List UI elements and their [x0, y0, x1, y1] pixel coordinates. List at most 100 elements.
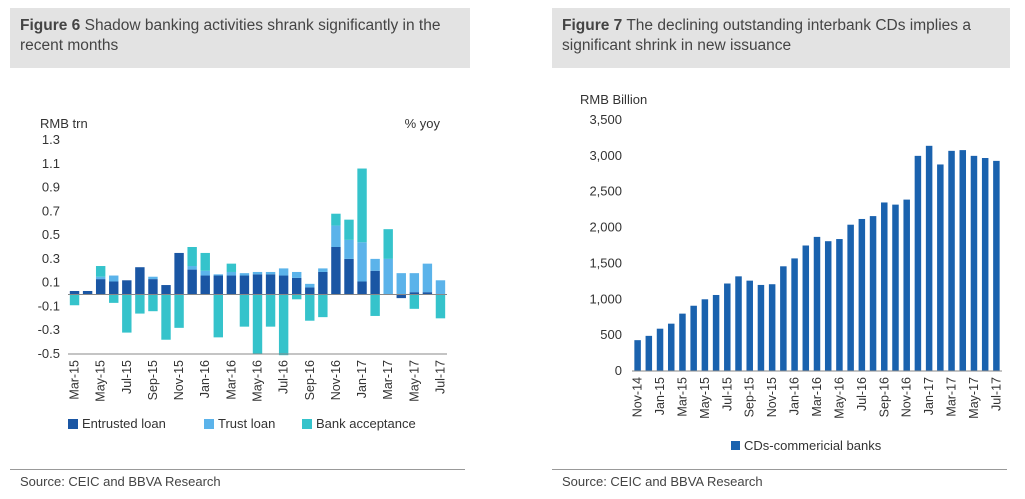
- fig6-bar-entrusted-loan: [331, 247, 341, 295]
- fig7-bar: [690, 305, 697, 371]
- fig6-bar-trust-loan: [95, 276, 106, 280]
- fig7-bar: [802, 245, 810, 371]
- fig6-xtick-label: Sep-15: [146, 360, 160, 400]
- fig7-bar: [656, 328, 664, 371]
- fig6-bar-entrusted-loan: [69, 290, 80, 295]
- fig6-bar-trust-loan: [344, 239, 354, 259]
- fig6-ytick-label: 0.3: [42, 251, 60, 266]
- fig7-ytick-label: 1,500: [589, 255, 622, 270]
- fig6-title-number: Figure 6: [20, 17, 81, 34]
- fig6-bar-bank-acceptance: [357, 168, 367, 243]
- fig6-xtick-label: Nov-15: [172, 360, 186, 400]
- fig7-xtick-label: Mar-17: [945, 377, 959, 417]
- fig7-xtick-label: Mar-15: [675, 377, 689, 417]
- fig6-bar-entrusted-loan: [95, 279, 106, 295]
- fig7-title-text: The declining outstanding interbank CDs …: [562, 17, 971, 54]
- fig6-xtick-label: Jan-17: [355, 360, 369, 398]
- fig6-bar-bank-acceptance: [213, 294, 223, 338]
- fig6-ytick-label: 0.7: [42, 203, 60, 218]
- fig6-bar-trust-loan: [200, 270, 210, 276]
- chart-interbank-cds: RMB Billion 3,500 3,000 2,500 2,000 1,500 1,00…: [580, 92, 1003, 453]
- fig7-bar: [667, 323, 675, 371]
- fig6-bar-bank-acceptance: [252, 294, 263, 354]
- fig7-bar: [925, 145, 933, 371]
- chart-shadow-banking: RMB trn % yoy 1.3 1.1 0.9 0.7 0.5 0.3 0.1 -0.1 -0.…: [38, 116, 448, 431]
- fig7-source: Source: CEIC and BBVA Research: [562, 474, 763, 489]
- fig7-bar: [892, 204, 899, 371]
- fig6-ytick-label: -0.1: [38, 298, 60, 313]
- fig6-bar-bank-acceptance: [265, 294, 276, 327]
- fig6-bar-trust-loan: [422, 263, 433, 293]
- fig6-bar-bank-acceptance: [435, 294, 446, 319]
- fig6-xtick-label: Jul-15: [120, 360, 134, 394]
- fig7-bar: [757, 284, 765, 371]
- fig6-bar-bank-acceptance: [331, 213, 341, 226]
- fig6-source: Source: CEIC and BBVA Research: [20, 474, 221, 489]
- fig6-legend-swatch-entrusted-loan: [68, 419, 78, 429]
- fig6-xtick-label: Mar-17: [381, 360, 395, 400]
- fig7-bar: [712, 294, 720, 371]
- fig7-xtick-label: May-16: [832, 377, 846, 419]
- fig7-xtick-label: Nov-14: [631, 377, 645, 417]
- fig6-bar-trust-loan: [435, 280, 446, 295]
- fig6-ytick-label: -0.5: [38, 346, 60, 361]
- fig7-bar: [881, 202, 888, 371]
- fig7-bar: [937, 164, 944, 371]
- fig7-legend-label: CDs-commericial banks: [744, 438, 882, 453]
- fig6-title: Figure 6 Shadow banking activities shran…: [10, 8, 470, 68]
- fig7-xtick-label: Jul-16: [855, 377, 869, 411]
- fig6-bar-entrusted-loan: [252, 274, 263, 295]
- fig6-bar-trust-loan: [213, 274, 223, 276]
- fig6-bar-bank-acceptance: [318, 294, 328, 318]
- fig6-xtick-label: May-16: [251, 360, 265, 402]
- fig7-xtick-label: May-15: [698, 377, 712, 419]
- fig7-bar: [679, 313, 686, 371]
- fig7-xtick-label: Nov-16: [900, 377, 914, 417]
- fig7-xtick-label: Jul-15: [720, 377, 734, 411]
- fig7-ylabel: RMB Billion: [580, 92, 647, 107]
- fig7-bar: [948, 150, 955, 371]
- fig6-bar-entrusted-loan: [213, 275, 223, 295]
- fig7-xtick-label: Jan-15: [653, 377, 667, 415]
- fig6-bar-entrusted-loan: [265, 274, 276, 295]
- fig6-bar-bank-acceptance: [148, 294, 158, 312]
- fig6-bar-entrusted-loan: [174, 252, 184, 295]
- fig6-bar-entrusted-loan: [200, 275, 210, 295]
- fig6-bar-entrusted-loan: [409, 292, 420, 295]
- fig7-xtick-label: Nov-15: [765, 377, 779, 417]
- fig6-bar-bank-acceptance: [305, 294, 315, 321]
- fig7-bar: [724, 283, 731, 371]
- fig6-ytick-label: -0.3: [38, 322, 60, 337]
- fig6-bar-bank-acceptance: [226, 263, 237, 272]
- fig6-xtick-label: Jan-16: [198, 360, 212, 398]
- fig6-bar-trust-loan: [265, 271, 276, 275]
- fig7-bar: [993, 160, 1000, 371]
- fig6-xtick-label: May-17: [407, 360, 421, 402]
- fig6-legend-label: Bank acceptance: [316, 416, 416, 431]
- fig6-xtick-label: Nov-16: [329, 360, 343, 400]
- fig6-bar-entrusted-loan: [396, 294, 406, 299]
- fig6-ytick-label: 0.1: [42, 275, 60, 290]
- fig6-bar-entrusted-loan: [161, 285, 171, 295]
- fig7-xtick-label: Jan-16: [788, 377, 802, 415]
- fig6-ytick-label: 0.5: [42, 227, 60, 242]
- fig7-bar: [970, 155, 978, 371]
- fig6-legend-label: Trust loan: [218, 416, 275, 431]
- fig6-bar-entrusted-loan: [148, 279, 158, 295]
- fig6-ylabel-right: % yoy: [405, 116, 441, 131]
- fig6-bar-bank-acceptance: [174, 294, 184, 328]
- fig7-bar: [634, 340, 641, 371]
- fig6-ylabel: RMB trn: [40, 116, 88, 131]
- fig6-bar-trust-loan: [357, 242, 367, 282]
- fig6-bar-bank-acceptance: [69, 294, 80, 306]
- fig7-bar: [847, 224, 854, 371]
- fig6-bar-entrusted-loan: [109, 281, 119, 295]
- fig6-bar-bank-acceptance: [161, 294, 171, 340]
- fig6-bar-entrusted-loan: [226, 275, 237, 295]
- fig7-bar: [735, 276, 742, 371]
- fig6-bar-bank-acceptance: [344, 219, 354, 240]
- fig6-bar-trust-loan: [383, 258, 393, 295]
- fig7-ytick-label: 3,500: [589, 112, 622, 127]
- fig7-legend-swatch: [731, 441, 740, 450]
- fig6-bar-entrusted-loan: [370, 270, 380, 295]
